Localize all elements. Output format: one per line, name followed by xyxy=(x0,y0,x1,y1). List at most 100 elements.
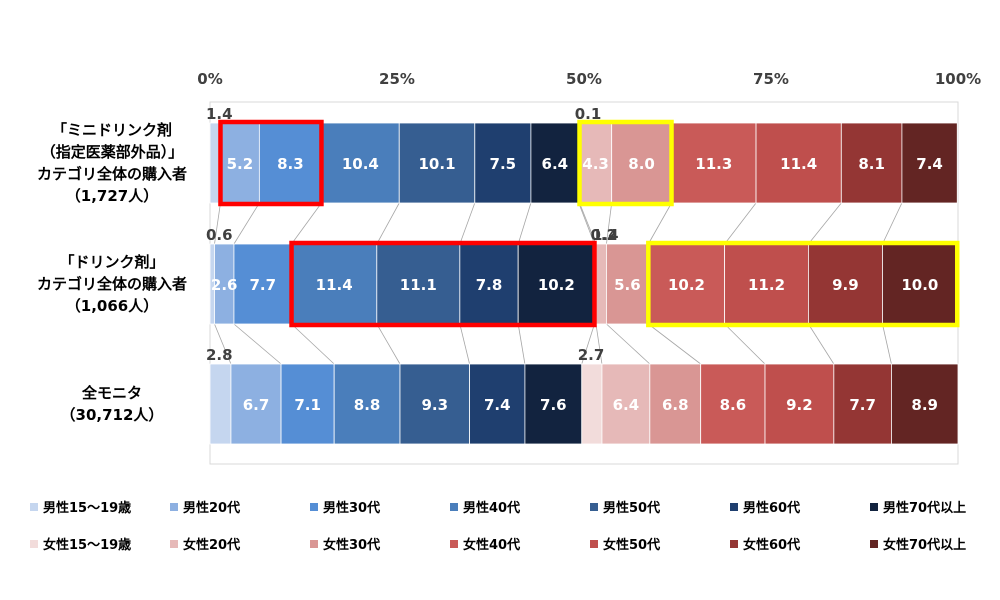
data-label: 8.1 xyxy=(858,155,885,173)
bar-segment xyxy=(649,363,702,445)
legend-label: 女性50代 xyxy=(603,537,660,553)
data-label: 0.1 xyxy=(575,105,602,123)
x-tick-label: 75% xyxy=(753,70,789,88)
legend-label: 女性70代以上 xyxy=(883,537,966,553)
legend-item: 男性15～19歳 xyxy=(30,500,131,516)
bar-segment xyxy=(530,122,580,204)
legend-label: 女性60代 xyxy=(743,537,800,553)
series-connector-line xyxy=(214,202,221,245)
bar-segment xyxy=(220,122,260,204)
series-connector-line xyxy=(606,202,613,245)
legend-label: 女性40代 xyxy=(463,537,520,553)
legend-item: 男性70代以上 xyxy=(870,500,966,516)
legend-item: 女性70代以上 xyxy=(870,537,966,553)
legend-swatch xyxy=(310,503,318,511)
data-label: 10.4 xyxy=(342,155,379,173)
legend-swatch xyxy=(30,540,38,548)
bar-segment xyxy=(376,243,461,325)
series-connector-line xyxy=(882,202,903,245)
series-connector-line xyxy=(647,202,672,245)
bar-segment xyxy=(581,363,603,445)
data-labels: 1.4 5.2 8.3 10.4 10.1 7.5 6.4 0.1 4.3 8.0 11.3 11.4… xyxy=(206,105,943,414)
data-label: 8.3 xyxy=(277,155,304,173)
series-connector-line xyxy=(648,323,701,365)
x-tick-label: 25% xyxy=(379,70,415,88)
legend-label: 男性30代 xyxy=(323,500,380,516)
data-label: 7.8 xyxy=(476,276,503,294)
legend-swatch xyxy=(450,540,458,548)
series-connector-line xyxy=(606,323,651,365)
data-label: 9.9 xyxy=(832,276,859,294)
bar-segment xyxy=(333,363,401,445)
series-connector-line xyxy=(376,323,401,365)
highlight-box xyxy=(577,119,674,207)
legend-item: 男性40代 xyxy=(450,500,520,516)
bar-segment xyxy=(398,122,476,204)
x-tick-label: 50% xyxy=(566,70,602,88)
data-label: 10.2 xyxy=(538,276,575,294)
data-label: 6.4 xyxy=(613,396,640,414)
bar-segment xyxy=(474,122,532,204)
legend-swatch xyxy=(590,503,598,511)
bar-segment xyxy=(700,363,766,445)
data-label: 11.4 xyxy=(780,155,817,173)
series-connector-line xyxy=(808,323,835,365)
legend-label: 男性50代 xyxy=(603,500,660,516)
category-labels: 「ミニドリンク剤 （指定医薬部外品）」カテゴリ全体の購入者 （1,727人） 「ドリン… xyxy=(37,121,187,424)
legend-swatch xyxy=(870,540,878,548)
legend-item: 女性60代 xyxy=(730,537,800,553)
data-label: 7.5 xyxy=(490,155,517,173)
bar-segment xyxy=(611,122,672,204)
bar-segment xyxy=(399,363,470,445)
data-label: 6.7 xyxy=(243,396,270,414)
data-label: 5.6 xyxy=(614,276,641,294)
legend-swatch xyxy=(870,503,878,511)
bar-segment xyxy=(755,122,842,204)
data-label: 1.4 xyxy=(592,226,619,244)
data-label: 11.4 xyxy=(316,276,353,294)
data-label: 7.1 xyxy=(294,396,321,414)
series-connector-line xyxy=(517,202,532,245)
data-label: 6.4 xyxy=(542,155,569,173)
data-label: 6.8 xyxy=(662,396,689,414)
bar-segment xyxy=(833,363,892,445)
legend-swatch xyxy=(450,503,458,511)
legend-label: 女性20代 xyxy=(183,537,240,553)
bar-segment xyxy=(724,243,809,325)
data-label: 8.6 xyxy=(720,396,747,414)
category-label-line: 「ミニドリンク剤 xyxy=(52,121,172,139)
bar-segment xyxy=(524,363,583,445)
bar-segment xyxy=(647,243,726,325)
bar-segment xyxy=(891,363,959,445)
data-label: 1.4 xyxy=(206,105,233,123)
data-label: 4.3 xyxy=(582,155,609,173)
data-label: 7.7 xyxy=(249,276,276,294)
data-label: 7.7 xyxy=(849,396,876,414)
legend-label: 男性70代以上 xyxy=(883,500,966,516)
highlight-boxes xyxy=(218,119,960,328)
legend-swatch xyxy=(310,540,318,548)
legend-label: 男性15～19歳 xyxy=(43,500,131,516)
category-label: 「ミニドリンク剤 （指定医薬部外品）」カテゴリ全体の購入者 （1,727人） xyxy=(37,121,187,205)
bar-segment xyxy=(840,122,903,204)
data-label: 5.2 xyxy=(227,155,254,173)
data-label: 9.3 xyxy=(421,396,448,414)
series-connector-line xyxy=(376,202,400,245)
series-connector-line xyxy=(214,323,232,365)
data-label: 11.3 xyxy=(695,155,732,173)
series-connector-line xyxy=(459,202,476,245)
data-label: 0.6 xyxy=(206,226,233,244)
legend-swatch xyxy=(590,540,598,548)
bar-segment xyxy=(606,243,649,325)
category-label-line: 全モニタ xyxy=(81,384,142,402)
legend: 男性15～19歳 男性20代 男性30代 男性40代 男性50代 男性60代 男性70代以上… xyxy=(30,500,966,553)
bar-segment xyxy=(280,363,335,445)
x-tick-label: 0% xyxy=(197,70,222,88)
data-label: 10.2 xyxy=(668,276,705,294)
data-label: 9.2 xyxy=(786,396,813,414)
category-label-line: （指定医薬部外品）」 xyxy=(41,143,184,161)
legend-swatch xyxy=(170,540,178,548)
bar-segment xyxy=(901,122,958,204)
category-label-line: カテゴリ全体の購入者 xyxy=(37,275,187,293)
bar-segment xyxy=(601,363,651,445)
